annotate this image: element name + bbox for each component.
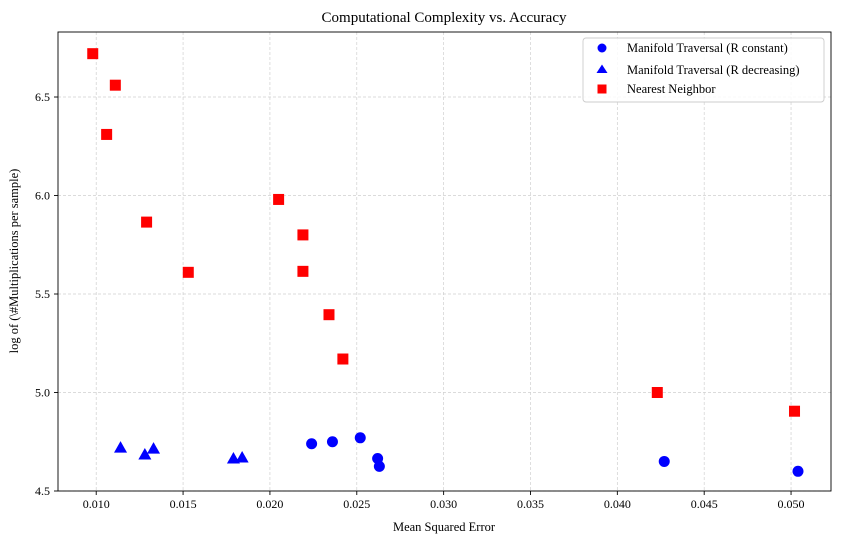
x-tick-label: 0.035 [517,497,544,511]
data-point-square [789,405,801,417]
y-tick-label: 6.5 [35,90,50,104]
data-point-triangle [226,451,240,464]
data-point-square [101,128,113,140]
x-tick-label: 0.015 [170,497,197,511]
data-point-triangle [147,442,161,454]
data-point-triangle [114,441,128,453]
ticks-layer: 0.010 0.015 0.020 0.025 0.030 0.035 0.040 0.045… [35,90,805,511]
data-point-square [297,265,309,277]
legend-entry-r-constant: Manifold Traversal (R constant) [627,41,788,55]
legend-box [582,37,825,103]
data-point-triangle [138,448,152,460]
x-tick-label: 0.030 [430,497,457,511]
legend: Manifold Traversal (R constant) Manifold… [582,37,825,103]
y-axis-label: log of (\#Multiplications per sample) [7,169,21,354]
data-point-square [323,309,335,321]
data-point-square [297,229,309,241]
data-point-circle [306,438,318,450]
legend-entry-r-decreasing: Manifold Traversal (R decreasing) [627,63,800,77]
data-point-circle [658,455,670,467]
data-point-square [141,216,153,228]
y-tick-label: 6.0 [35,189,50,203]
data-point-circle [373,460,385,472]
plot-frame [57,31,832,492]
x-tick-label: 0.010 [83,497,110,511]
legend-square-marker [597,84,607,94]
y-tick-label: 5.0 [35,386,50,400]
data-point-square [109,79,121,91]
data-point-square [273,193,285,205]
data-point-circle [326,436,338,448]
x-tick-label: 0.045 [691,497,718,511]
data-point-square [337,353,349,365]
data-point-square [182,266,194,278]
chart-title: Computational Complexity vs. Accuracy [322,10,567,26]
x-tick-label: 0.025 [343,497,370,511]
x-tick-label: 0.040 [604,497,631,511]
y-tick-label: 4.5 [35,484,50,498]
legend-entry-nearest-neighbor: Nearest Neighbor [627,82,716,96]
data-point-square [87,48,99,60]
data-point-circle [354,432,366,444]
data-point-square [651,387,663,399]
marks-layer [87,48,804,477]
legend-triangle-marker [596,64,608,73]
y-tick-label: 5.5 [35,287,50,301]
legend-circle-marker [597,43,607,53]
x-tick-label: 0.020 [256,497,283,511]
data-point-circle [792,465,804,477]
x-axis-label: Mean Squared Error [393,520,496,534]
data-point-triangle [235,451,249,463]
x-tick-label: 0.050 [778,497,805,511]
